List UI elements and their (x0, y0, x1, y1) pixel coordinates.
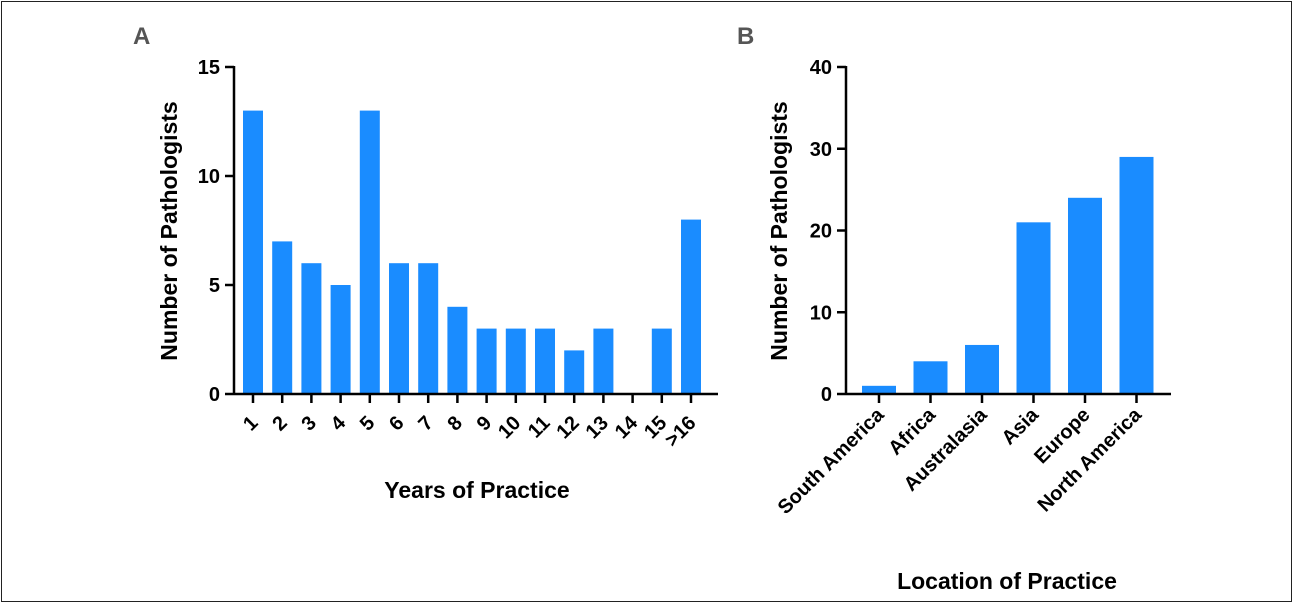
panel-a-x-tick-label-9: 10 (494, 412, 525, 443)
panel-b-x-tick-label-3: Asia (998, 403, 1044, 449)
panel-a-bar-10 (535, 328, 555, 394)
panel-b: B Number of Pathologists Location of Pra… (737, 23, 1171, 594)
panel-a-bar-8 (476, 328, 497, 394)
panel-b-bar-5 (1119, 156, 1154, 394)
panel-a-bar-3 (330, 285, 351, 394)
panel-a-bar-7 (447, 306, 468, 394)
panel-a-x-tick-label-13: 14 (611, 411, 643, 443)
panel-a-x-tick-label-7: 8 (444, 412, 467, 435)
panel-a-label: A (133, 23, 150, 50)
panel-a: A Number of Pathologists Years of Practi… (133, 23, 718, 503)
panel-a-bar-4 (359, 110, 380, 394)
panel-a-bar-6 (418, 263, 439, 394)
panel-a-y-tick-label-0: 0 (209, 384, 220, 406)
panel-a-x-tick-label-0: 1 (239, 412, 262, 435)
panel-b-bar-1 (913, 361, 948, 394)
panel-a-bar-14 (651, 328, 672, 394)
panel-b-y-tick-label-0: 0 (821, 384, 832, 406)
panel-a-x-tick-label-1: 2 (268, 412, 291, 435)
panel-a-bar-12 (593, 328, 614, 394)
panel-b-y-tick-label-2: 20 (810, 221, 832, 243)
panel-a-x-tick-label-5: 6 (385, 412, 408, 435)
panel-a-x-tick-label-3: 4 (327, 411, 351, 435)
panel-a-y-tick-label-2: 10 (198, 166, 220, 188)
panel-b-bar-4 (1068, 197, 1102, 394)
panel-b-x-tick-label-0: South America (774, 403, 889, 518)
panel-a-y-tick-label-1: 5 (209, 275, 220, 297)
panel-a-x-tick-label-2: 3 (298, 412, 321, 435)
panel-a-x-tick-label-6: 7 (414, 412, 437, 435)
panel-b-y-tick-label-4: 40 (810, 57, 832, 79)
panel-b-bar-3 (1016, 222, 1051, 394)
panel-a-bar-2 (301, 263, 322, 394)
panel-b-bar-2 (965, 344, 999, 394)
panel-a-bar-15 (681, 219, 701, 394)
panel-a-x-tick-label-8: 9 (473, 412, 496, 435)
panel-a-x-axis-title: Years of Practice (384, 477, 569, 503)
panel-b-x-axis-title: Location of Practice (897, 568, 1117, 594)
panel-b-label: B (737, 23, 754, 50)
panel-a-bar-5 (389, 263, 409, 394)
panel-b-y-tick-label-1: 10 (810, 302, 832, 324)
panel-b-y-axis-title: Number of Pathologists (766, 101, 792, 360)
panel-a-x-tick-label-4: 5 (356, 412, 379, 435)
panel-b-bar-0 (862, 385, 896, 394)
panel-a-x-tick-label-12: 13 (582, 412, 613, 443)
panel-b-y-tick-label-3: 30 (810, 139, 832, 161)
panel-a-x-tick-label-15: >16 (661, 412, 701, 452)
panel-a-y-axis-title: Number of Pathologists (156, 101, 182, 360)
panel-a-y-tick-label-3: 15 (198, 57, 220, 79)
panel-a-bar-1 (272, 241, 293, 394)
panel-a-x-tick-label-11: 12 (552, 412, 583, 443)
panel-a-x-tick-label-10: 11 (524, 412, 555, 443)
panel-a-bar-11 (564, 350, 585, 394)
panel-a-bar-0 (243, 110, 263, 394)
panel-a-bar-9 (505, 328, 526, 394)
